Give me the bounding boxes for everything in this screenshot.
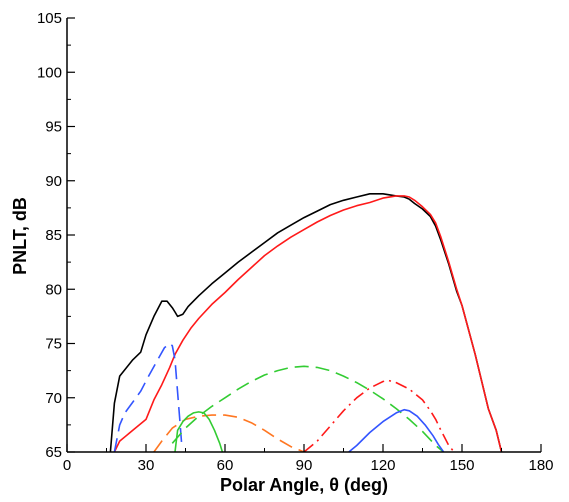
series-line-2: [113, 195, 503, 452]
series-line-1: [109, 193, 503, 452]
y-tick-label: 65: [45, 444, 62, 461]
y-tick-label: 75: [45, 336, 62, 353]
y-tick-label: 70: [45, 390, 62, 407]
series-layer: [109, 193, 503, 452]
y-axis-title: PNLT, dB: [10, 197, 30, 275]
series-line-6: [174, 411, 224, 452]
x-axis-title: Polar Angle, θ (deg): [220, 475, 388, 495]
y-tick-label: 105: [37, 10, 62, 27]
y-tick-label: 95: [45, 119, 62, 136]
x-tick-label: 30: [138, 457, 155, 474]
x-tick-label: 180: [528, 457, 553, 474]
y-tick-label: 100: [37, 64, 62, 81]
series-line-3: [113, 342, 183, 452]
x-tick-label: 150: [449, 457, 474, 474]
series-line-5: [153, 414, 305, 452]
y-tick-label: 90: [45, 173, 62, 190]
x-tick-label: 120: [370, 457, 395, 474]
y-tick-label: 85: [45, 227, 62, 244]
y-tick-label: 80: [45, 281, 62, 298]
x-tick-label: 90: [296, 457, 313, 474]
series-line-8: [348, 408, 445, 452]
axes-layer: 0 30 60 90 120 150 180 65 70 75 80 85 90 95 100 105: [37, 10, 554, 474]
x-tick-label: 0: [63, 457, 71, 474]
x-tick-label: 60: [217, 457, 234, 474]
